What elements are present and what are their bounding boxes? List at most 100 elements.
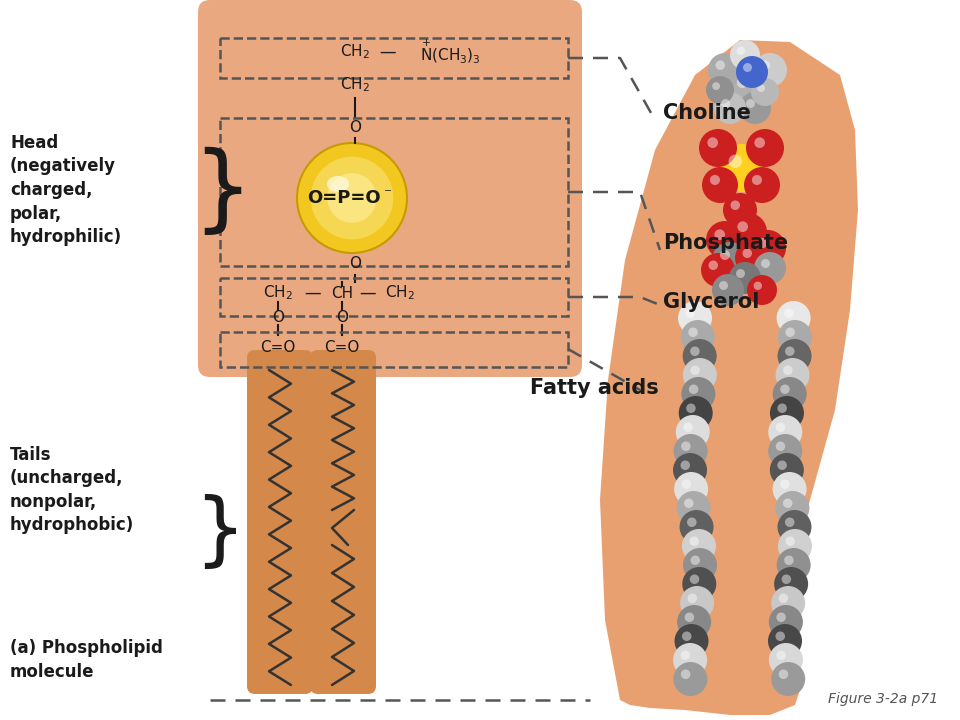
Circle shape: [674, 472, 708, 506]
Text: $\mathsf{CH_2}$: $\mathsf{CH_2}$: [385, 284, 415, 302]
Circle shape: [736, 47, 745, 55]
Circle shape: [778, 529, 812, 563]
Circle shape: [770, 453, 804, 487]
Circle shape: [701, 253, 735, 287]
Circle shape: [687, 518, 697, 527]
Circle shape: [778, 510, 811, 544]
Circle shape: [682, 480, 691, 489]
Circle shape: [783, 366, 793, 375]
Circle shape: [689, 536, 699, 546]
Circle shape: [776, 358, 809, 392]
Circle shape: [730, 40, 760, 70]
Circle shape: [708, 53, 742, 87]
Circle shape: [683, 358, 717, 392]
Circle shape: [731, 200, 740, 210]
Text: Fatty acids: Fatty acids: [530, 378, 659, 398]
Circle shape: [784, 308, 794, 318]
Circle shape: [785, 328, 795, 337]
Polygon shape: [600, 40, 858, 715]
Circle shape: [744, 167, 780, 203]
Circle shape: [743, 63, 752, 72]
Circle shape: [721, 99, 730, 108]
Circle shape: [746, 129, 784, 167]
FancyBboxPatch shape: [310, 350, 376, 694]
Circle shape: [785, 536, 795, 546]
Circle shape: [776, 631, 785, 641]
Circle shape: [712, 274, 744, 306]
Circle shape: [785, 346, 795, 356]
Text: (a) Phospholipid
molecule: (a) Phospholipid molecule: [10, 639, 163, 681]
Circle shape: [690, 366, 700, 375]
Text: Tails
(uncharged,
nonpolar,
hydrophobic): Tails (uncharged, nonpolar, hydrophobic): [10, 446, 134, 534]
Circle shape: [753, 53, 787, 87]
Circle shape: [768, 415, 803, 449]
Text: Head
(negatively
charged,
polar,
hydrophilic): Head (negatively charged, polar, hydroph…: [10, 134, 122, 246]
Circle shape: [768, 434, 803, 468]
Circle shape: [723, 193, 757, 227]
Circle shape: [771, 586, 805, 620]
Circle shape: [673, 453, 707, 487]
Circle shape: [673, 662, 708, 696]
Circle shape: [683, 339, 717, 373]
Circle shape: [755, 138, 765, 148]
Text: —: —: [304, 284, 322, 302]
Circle shape: [780, 480, 789, 489]
Circle shape: [737, 221, 748, 232]
Circle shape: [778, 403, 787, 413]
Circle shape: [686, 403, 696, 413]
Circle shape: [682, 377, 715, 411]
Circle shape: [684, 613, 694, 622]
Circle shape: [682, 441, 690, 451]
Circle shape: [712, 82, 720, 90]
Circle shape: [776, 441, 785, 451]
Circle shape: [778, 339, 811, 373]
Text: O: O: [272, 310, 284, 325]
Circle shape: [673, 643, 708, 677]
Circle shape: [784, 556, 794, 565]
Text: O: O: [349, 120, 361, 135]
Text: $\mathsf{CH_2}$: $\mathsf{CH_2}$: [340, 42, 370, 61]
Circle shape: [778, 320, 812, 354]
Circle shape: [729, 155, 742, 168]
Circle shape: [680, 586, 714, 620]
Circle shape: [719, 281, 728, 290]
Circle shape: [739, 92, 771, 124]
Circle shape: [681, 650, 690, 660]
Circle shape: [685, 308, 695, 318]
Circle shape: [750, 230, 786, 266]
Circle shape: [712, 242, 748, 278]
Circle shape: [720, 250, 730, 260]
Circle shape: [311, 157, 394, 239]
Text: —: —: [380, 43, 396, 61]
Text: Choline: Choline: [663, 103, 751, 123]
Circle shape: [737, 77, 748, 88]
Circle shape: [779, 593, 788, 603]
Circle shape: [729, 262, 761, 294]
Circle shape: [783, 498, 792, 508]
Circle shape: [776, 423, 785, 432]
Circle shape: [761, 259, 770, 268]
Ellipse shape: [327, 176, 349, 192]
Circle shape: [777, 613, 786, 622]
Circle shape: [770, 396, 804, 430]
Text: {: {: [175, 489, 226, 567]
Circle shape: [736, 56, 768, 88]
Text: $\mathsf{CH_2}$: $\mathsf{CH_2}$: [263, 284, 293, 302]
Circle shape: [688, 328, 698, 337]
Circle shape: [683, 548, 717, 582]
Circle shape: [690, 346, 700, 356]
Circle shape: [747, 275, 777, 305]
Circle shape: [677, 605, 711, 639]
Circle shape: [682, 529, 716, 563]
Circle shape: [687, 593, 697, 603]
Text: O: O: [336, 310, 348, 325]
Circle shape: [677, 491, 710, 525]
Circle shape: [715, 60, 725, 70]
Circle shape: [758, 238, 768, 248]
Circle shape: [774, 567, 808, 601]
Text: Glycerol: Glycerol: [663, 292, 759, 312]
Circle shape: [680, 510, 713, 544]
Circle shape: [760, 60, 770, 70]
Circle shape: [684, 423, 693, 432]
Circle shape: [777, 650, 786, 660]
